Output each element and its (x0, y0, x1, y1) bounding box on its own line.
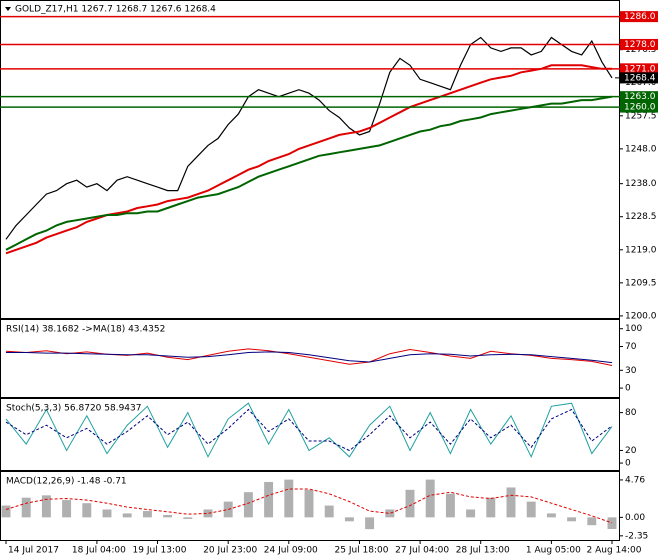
panel-frame (0, 319, 620, 398)
bar (264, 481, 274, 518)
bar (122, 513, 132, 518)
bar (142, 511, 152, 518)
y-tick-label: 1276.5 (625, 45, 657, 55)
y-tick-label: 0 (625, 459, 631, 469)
bar (62, 500, 72, 518)
y-tick-label: 70 (625, 342, 637, 352)
level-label-box (620, 63, 658, 75)
y-tick-label: -2.35 (625, 531, 648, 541)
y-tick-label: 100 (625, 324, 642, 334)
bar (304, 489, 314, 518)
level-label-box (620, 38, 658, 50)
bar (21, 497, 31, 518)
y-tick-label: 1209.5 (625, 278, 657, 288)
bar (607, 517, 617, 529)
y-tick-label: 1257.5 (625, 111, 657, 121)
level-label: 1271.0 (624, 64, 656, 74)
x-tick-label: 18 Jul 04:00 (72, 546, 126, 556)
series-line (5, 36, 613, 240)
bar (82, 503, 92, 518)
panel-title: MACD(12,26,9) -1.48 -0.71 (6, 477, 127, 487)
level-label-box (620, 91, 658, 103)
bar (183, 517, 193, 519)
series-line (5, 95, 613, 251)
panel-frame (0, 0, 620, 319)
x-tick-label: 28 Jul 13:00 (456, 546, 510, 556)
level-label-box (620, 11, 658, 23)
x-tick-label: 20 Jul 23:00 (203, 546, 257, 556)
x-tick-label: 19 Jul 13:00 (133, 546, 187, 556)
bar (203, 509, 213, 518)
y-tick-label: 1219.0 (625, 245, 657, 255)
bar (486, 497, 496, 518)
panel-frame (0, 398, 620, 471)
y-tick-label: 1228.5 (625, 212, 657, 222)
y-tick-label: 4.76 (625, 475, 645, 485)
current-price-label: 1268.4 (624, 73, 656, 83)
y-tick-label: 30 (625, 366, 637, 376)
bar (385, 509, 395, 518)
bar (284, 479, 294, 518)
bar (344, 517, 354, 522)
y-tick-label: 20 (625, 446, 637, 456)
bar (365, 517, 375, 530)
panel-title: Stoch(5,3,3) 56.8720 58.9437 (6, 404, 141, 414)
y-tick-label: 0.00 (625, 513, 645, 523)
y-tick-label: 1200.0 (625, 311, 657, 321)
bar (102, 509, 112, 518)
bar (405, 489, 415, 518)
bar (587, 517, 597, 526)
bar (41, 495, 51, 518)
level-label: 1260.0 (624, 103, 656, 113)
x-tick-label: 27 Jul 04:00 (395, 546, 449, 556)
bar (546, 513, 556, 518)
series-line (5, 488, 613, 524)
bar (425, 479, 435, 518)
bar (526, 501, 536, 518)
bar (163, 514, 173, 518)
panel-frame (0, 471, 620, 541)
series-line (5, 402, 613, 459)
series-line (5, 408, 613, 452)
y-tick-label: 1238.0 (625, 179, 657, 189)
level-label: 1286.0 (624, 12, 656, 22)
series-line (6, 351, 613, 364)
current-price-box (620, 72, 658, 84)
level-label-box (620, 101, 658, 113)
level-label: 1278.0 (624, 40, 656, 50)
x-tick-label: 25 Jul 18:00 (335, 546, 389, 556)
bar (567, 517, 577, 522)
bar (1, 505, 11, 518)
level-label: 1263.0 (624, 92, 656, 102)
x-tick-label: 1 Aug 05:00 (526, 546, 581, 556)
bar (506, 487, 516, 518)
y-tick-label: 1248.0 (625, 144, 657, 154)
x-tick-label: 24 Jul 09:00 (264, 546, 318, 556)
bar (466, 509, 476, 518)
bar (445, 493, 455, 518)
bar (324, 505, 334, 518)
x-tick-label: 14 Jul 2017 (8, 546, 59, 556)
panel-title: RSI(14) 38.1682 ->MA(18) 43.4352 (6, 325, 165, 335)
chart-title: GOLD_Z17,H1 1267.7 1268.7 1267.6 1268.4 (15, 5, 216, 15)
title-arrow (5, 7, 11, 11)
y-tick-label: 0 (625, 384, 631, 394)
x-tick-label: 2 Aug 14:00 (587, 546, 642, 556)
y-tick-label: 80 (625, 408, 637, 418)
bar (243, 492, 253, 518)
